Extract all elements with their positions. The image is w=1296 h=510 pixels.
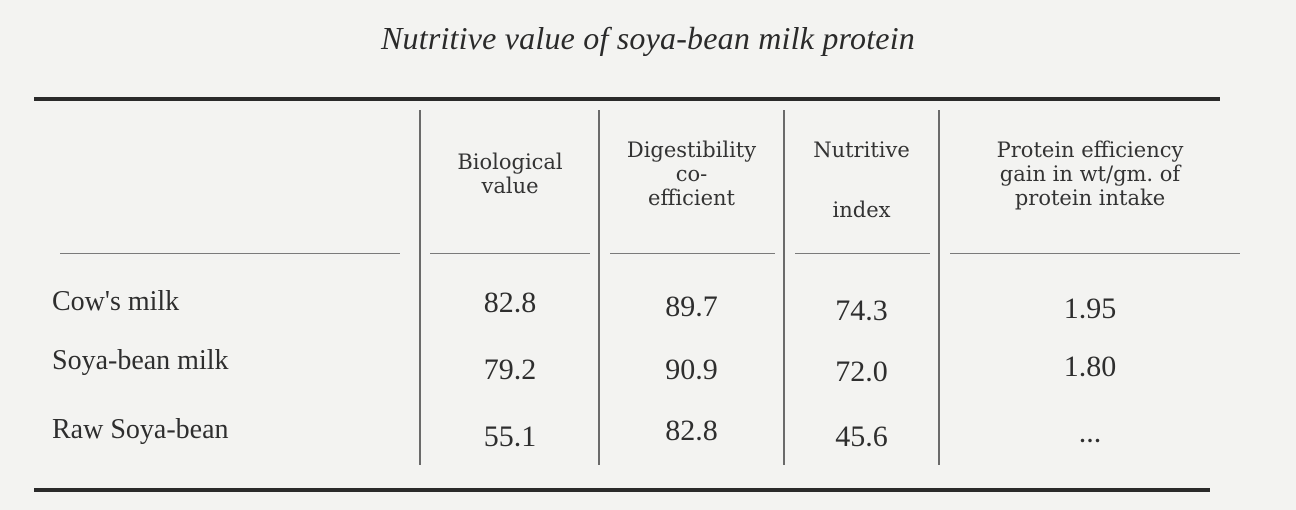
header-biological-value: Biological value [457, 150, 563, 198]
header-underline [795, 253, 930, 254]
cell-value: 79.2 [483, 353, 537, 386]
column-divider [598, 110, 600, 465]
column-divider [783, 110, 785, 465]
header-underline [950, 253, 1240, 254]
cell-value: 82.8 [483, 286, 537, 319]
bottom-rule [34, 488, 1210, 492]
row-label-raw-soya-bean: Raw Soya-bean [52, 414, 229, 445]
cell-value: 90.9 [665, 353, 718, 386]
header-underline [60, 253, 400, 254]
header-digestibility-coefficient: Digestibility co- efficient [626, 138, 757, 210]
header-underline [430, 253, 590, 254]
column-divider [419, 110, 421, 465]
cell-value: 1.95 [1063, 292, 1117, 325]
column-divider [938, 110, 940, 465]
header-underline [610, 253, 775, 254]
cell-value: 55.1 [483, 420, 537, 453]
row-label-cows-milk: Cow's milk [52, 286, 180, 317]
cell-value: 82.8 [665, 414, 718, 447]
top-rule [34, 97, 1220, 101]
cell-value: 45.6 [835, 420, 888, 453]
cell-value: 74.3 [835, 294, 888, 327]
cell-value: ... [1078, 416, 1102, 449]
table-title: Nutritive value of soya-bean milk protei… [380, 20, 915, 56]
cell-value: 89.7 [665, 290, 718, 323]
cell-value: 72.0 [835, 355, 888, 388]
header-nutritive-index: Nutritive index [813, 138, 910, 222]
row-label-soya-bean-milk: Soya-bean milk [52, 345, 229, 376]
cell-value: 1.80 [1063, 350, 1117, 383]
header-protein-efficiency: Protein efficiency gain in wt/gm. of pro… [996, 138, 1184, 210]
